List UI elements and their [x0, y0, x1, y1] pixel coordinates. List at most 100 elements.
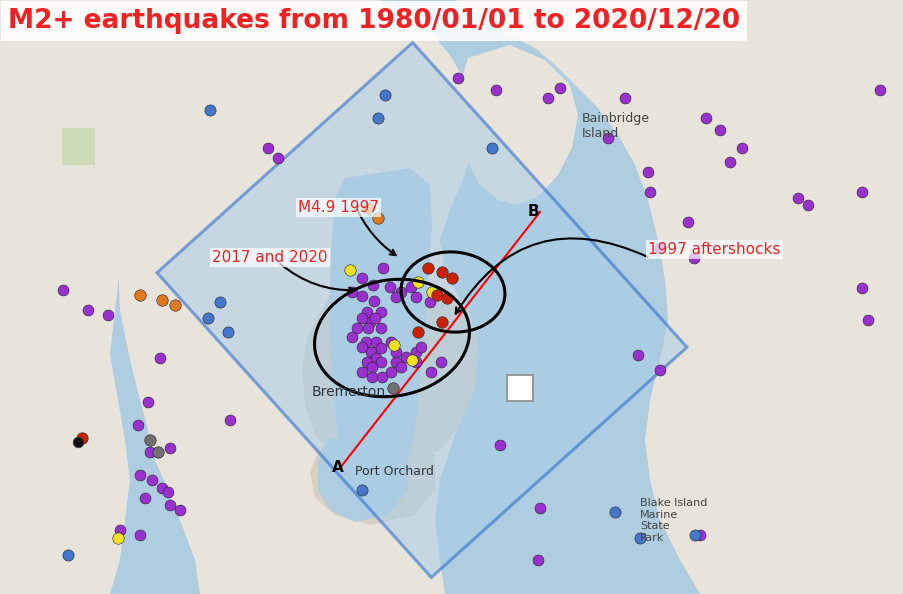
Point — [860, 315, 874, 325]
Point — [342, 266, 357, 275]
Point — [423, 297, 437, 307]
Point — [640, 168, 655, 177]
Point — [408, 292, 423, 302]
Point — [630, 350, 645, 360]
Point — [375, 372, 389, 382]
Point — [489, 86, 503, 95]
Point — [484, 143, 498, 153]
Point — [433, 357, 448, 366]
Point — [692, 530, 706, 540]
Point — [222, 415, 237, 425]
Point — [143, 447, 157, 457]
Text: A: A — [331, 460, 343, 476]
Point — [408, 357, 423, 366]
Point — [410, 277, 424, 287]
Point — [362, 317, 377, 327]
Point — [75, 433, 89, 443]
Point — [632, 533, 647, 543]
Point — [607, 507, 621, 517]
Point — [408, 347, 423, 357]
Text: B: B — [526, 204, 538, 220]
Point — [698, 113, 712, 123]
Point — [354, 273, 368, 283]
Text: Blake Island
Marine
State
Park: Blake Island Marine State Park — [639, 498, 706, 543]
Point — [113, 525, 127, 535]
Text: Bremerton: Bremerton — [312, 385, 386, 399]
Polygon shape — [460, 45, 577, 205]
Point — [394, 362, 408, 372]
Point — [154, 484, 169, 493]
Point — [358, 337, 373, 347]
Point — [100, 310, 115, 320]
Point — [424, 287, 439, 297]
Point — [871, 86, 886, 95]
Point — [617, 93, 631, 103]
Point — [388, 347, 403, 357]
Point — [388, 357, 403, 366]
Point — [854, 283, 869, 293]
Point — [133, 530, 147, 540]
Point — [368, 353, 383, 363]
Point — [370, 213, 385, 223]
Point — [161, 487, 175, 497]
Point — [530, 555, 545, 565]
Polygon shape — [118, 0, 474, 594]
Point — [354, 367, 368, 377]
Point — [790, 193, 805, 203]
Point — [354, 291, 368, 301]
Point — [111, 533, 126, 543]
Point — [354, 342, 368, 352]
Point — [388, 292, 403, 302]
Point — [365, 372, 379, 382]
Point — [137, 493, 152, 503]
Point — [420, 263, 434, 273]
Point — [370, 113, 385, 123]
Point — [168, 300, 182, 309]
Point — [652, 244, 666, 253]
Point — [354, 313, 368, 323]
Polygon shape — [157, 43, 686, 577]
Point — [398, 352, 413, 362]
Point — [439, 293, 453, 303]
Point — [384, 337, 398, 347]
Point — [410, 327, 424, 337]
Point — [153, 353, 167, 363]
Text: M2+ earthquakes from 1980/01/01 to 2020/12/20: M2+ earthquakes from 1980/01/01 to 2020/… — [8, 8, 740, 34]
Point — [652, 365, 666, 375]
Point — [429, 290, 443, 300]
Point — [376, 263, 390, 273]
Point — [163, 500, 177, 510]
Point — [373, 307, 387, 317]
Point — [344, 332, 358, 342]
Point — [172, 505, 187, 515]
Polygon shape — [302, 282, 478, 465]
Point — [434, 267, 449, 277]
Point — [360, 323, 375, 333]
Point — [151, 447, 165, 457]
Point — [344, 287, 358, 297]
FancyBboxPatch shape — [507, 375, 533, 401]
Polygon shape — [310, 435, 434, 525]
Point — [680, 217, 694, 227]
Point — [414, 342, 428, 352]
Point — [143, 435, 157, 445]
Point — [56, 285, 70, 295]
Point — [144, 475, 159, 485]
Polygon shape — [62, 128, 95, 165]
Point — [642, 187, 656, 197]
Point — [366, 280, 380, 290]
Point — [365, 362, 379, 372]
Polygon shape — [0, 0, 160, 594]
Point — [600, 133, 615, 143]
Point — [532, 503, 546, 513]
Point — [800, 200, 815, 210]
Point — [373, 357, 387, 366]
Point — [133, 470, 147, 480]
Point — [405, 355, 419, 365]
Point — [141, 397, 155, 407]
Text: 2017 and 2020: 2017 and 2020 — [212, 250, 327, 265]
Point — [271, 153, 285, 163]
Point — [373, 343, 387, 353]
Point — [394, 287, 408, 297]
Point — [354, 485, 368, 495]
